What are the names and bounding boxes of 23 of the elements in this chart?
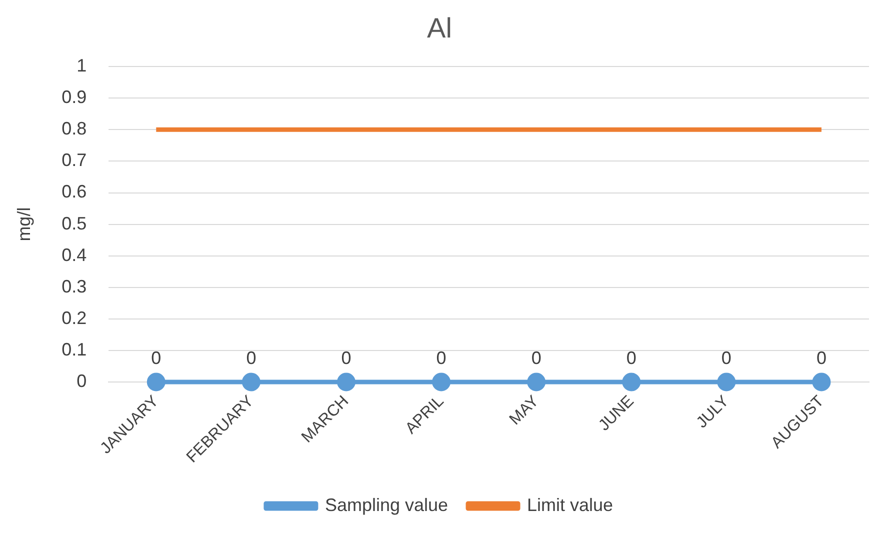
data-label: 0: [626, 348, 636, 368]
data-label: 0: [246, 348, 256, 368]
data-label: 0: [816, 348, 826, 368]
y-tick-label: 0: [76, 370, 87, 391]
legend-label: Limit value: [527, 494, 614, 515]
y-tick-label: 0.5: [62, 213, 87, 234]
data-label: 0: [436, 348, 446, 368]
y-tick-label: 0.1: [62, 339, 87, 360]
y-tick-label: 0.4: [62, 244, 87, 265]
data-label: 0: [531, 348, 542, 368]
y-tick-label: 0.9: [62, 87, 87, 108]
y-tick-label: 0.6: [62, 182, 87, 202]
chart-title: Al: [427, 12, 452, 44]
data-label: 0: [341, 348, 352, 368]
y-tick-label: 0.7: [62, 150, 87, 170]
y-tick-label: 0.3: [62, 276, 87, 296]
y-tick-label: 0.2: [62, 308, 87, 328]
data-label: 0: [721, 348, 732, 368]
data-label: 0: [151, 348, 162, 368]
y-axis-title: mg/l: [14, 207, 34, 242]
y-tick-label: 0.8: [62, 118, 87, 139]
y-tick-label: 1: [76, 56, 87, 76]
legend-label: Sampling value: [324, 494, 448, 515]
